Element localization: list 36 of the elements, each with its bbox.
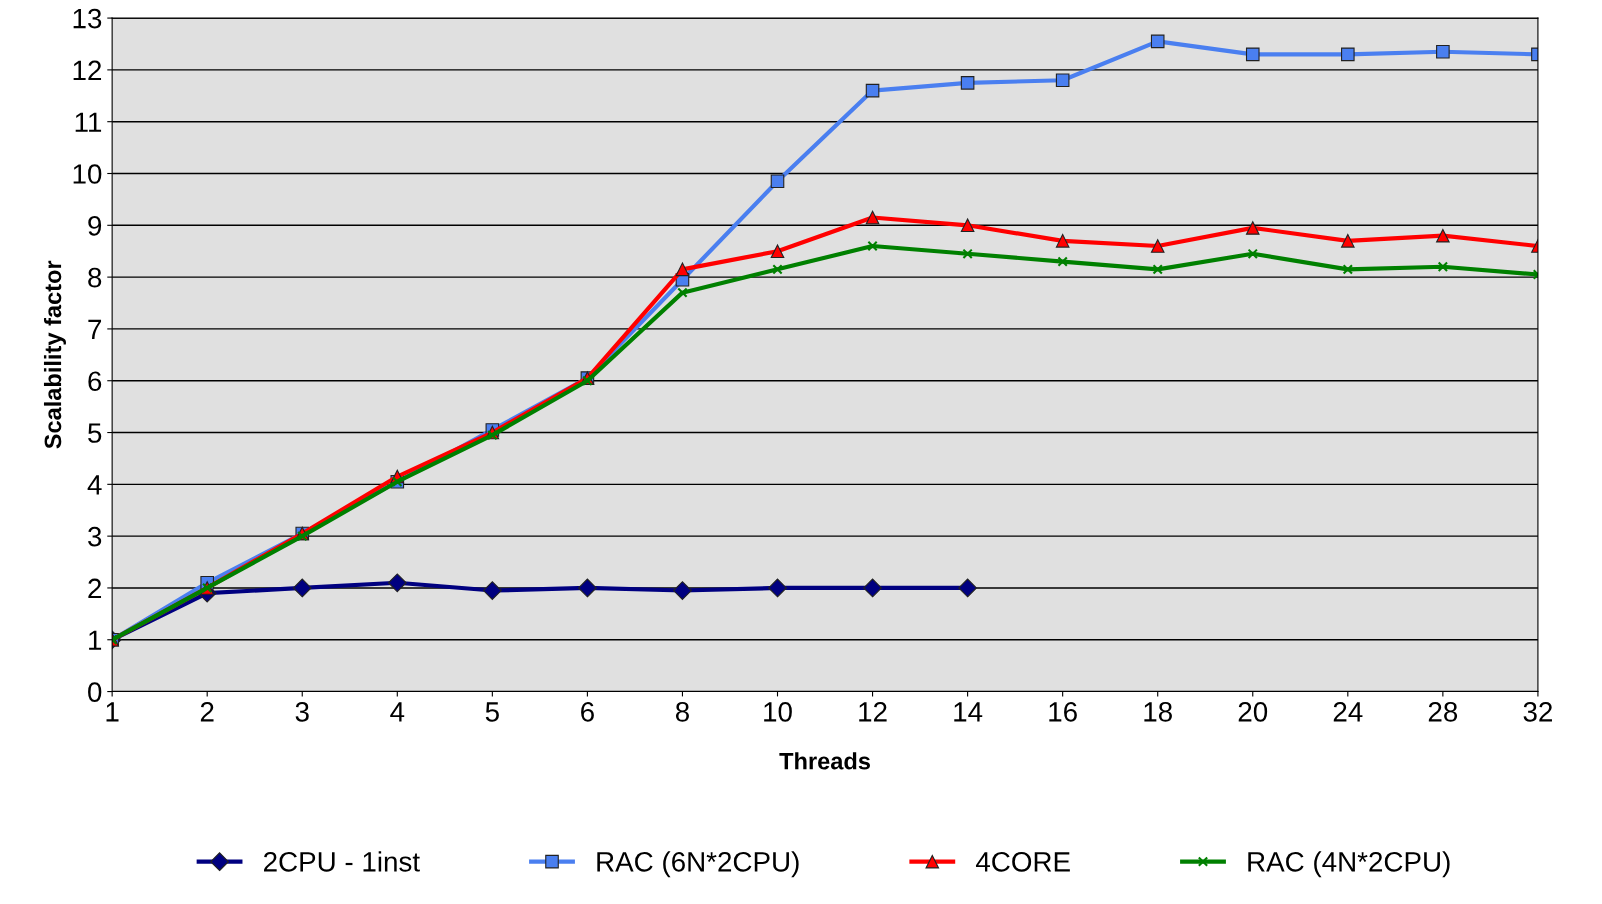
y-tick-label: 1 — [89, 630, 102, 650]
x-tick-label: 14 — [954, 702, 983, 722]
x-tick-label: 1 — [106, 702, 119, 722]
legend-label: RAC (6N*2CPU) — [597, 851, 799, 878]
x-tick-label: 8 — [675, 702, 689, 722]
x-tick-label: 10 — [764, 702, 792, 722]
x-tick-label: 6 — [581, 702, 594, 722]
y-tick-label: 10 — [73, 164, 102, 184]
legend-label: 2CPU - 1inst — [264, 851, 420, 872]
x-tick-label: 28 — [1428, 702, 1458, 722]
legend-label: RAC (4N*2CPU) — [1248, 851, 1450, 878]
y-tick-label: 4 — [87, 475, 102, 495]
y-tick-label: 13 — [73, 8, 102, 29]
x-tick-label: 4 — [390, 702, 405, 722]
x-tick-label: 32 — [1523, 702, 1552, 722]
y-tick-label: 7 — [88, 319, 102, 339]
y-tick-label: 3 — [88, 526, 102, 547]
y-tick-label: 9 — [88, 215, 102, 236]
legend-label: 4CORE — [975, 851, 1070, 872]
x-tick-label: 18 — [1144, 702, 1172, 722]
y-tick-label: 12 — [73, 60, 102, 80]
y-tick-label: 6 — [88, 371, 102, 392]
x-tick-label: 12 — [859, 702, 887, 722]
y-tick-label: 2 — [88, 578, 102, 599]
y-tick-label: 0 — [88, 682, 102, 702]
x-tick-label: 20 — [1238, 702, 1268, 722]
x-tick-label: 16 — [1049, 702, 1077, 722]
y-tick-label: 11 — [75, 112, 102, 132]
x-tick-label: 2 — [200, 702, 214, 722]
y-axis-title: Scalability factor — [43, 260, 66, 449]
x-axis-title: Threads — [779, 752, 870, 770]
x-tick-label: 5 — [485, 702, 499, 722]
y-tick-label: 8 — [88, 267, 102, 288]
x-tick-label: 3 — [295, 702, 309, 722]
x-tick-label: 24 — [1333, 702, 1363, 722]
y-tick-label: 5 — [88, 423, 102, 443]
